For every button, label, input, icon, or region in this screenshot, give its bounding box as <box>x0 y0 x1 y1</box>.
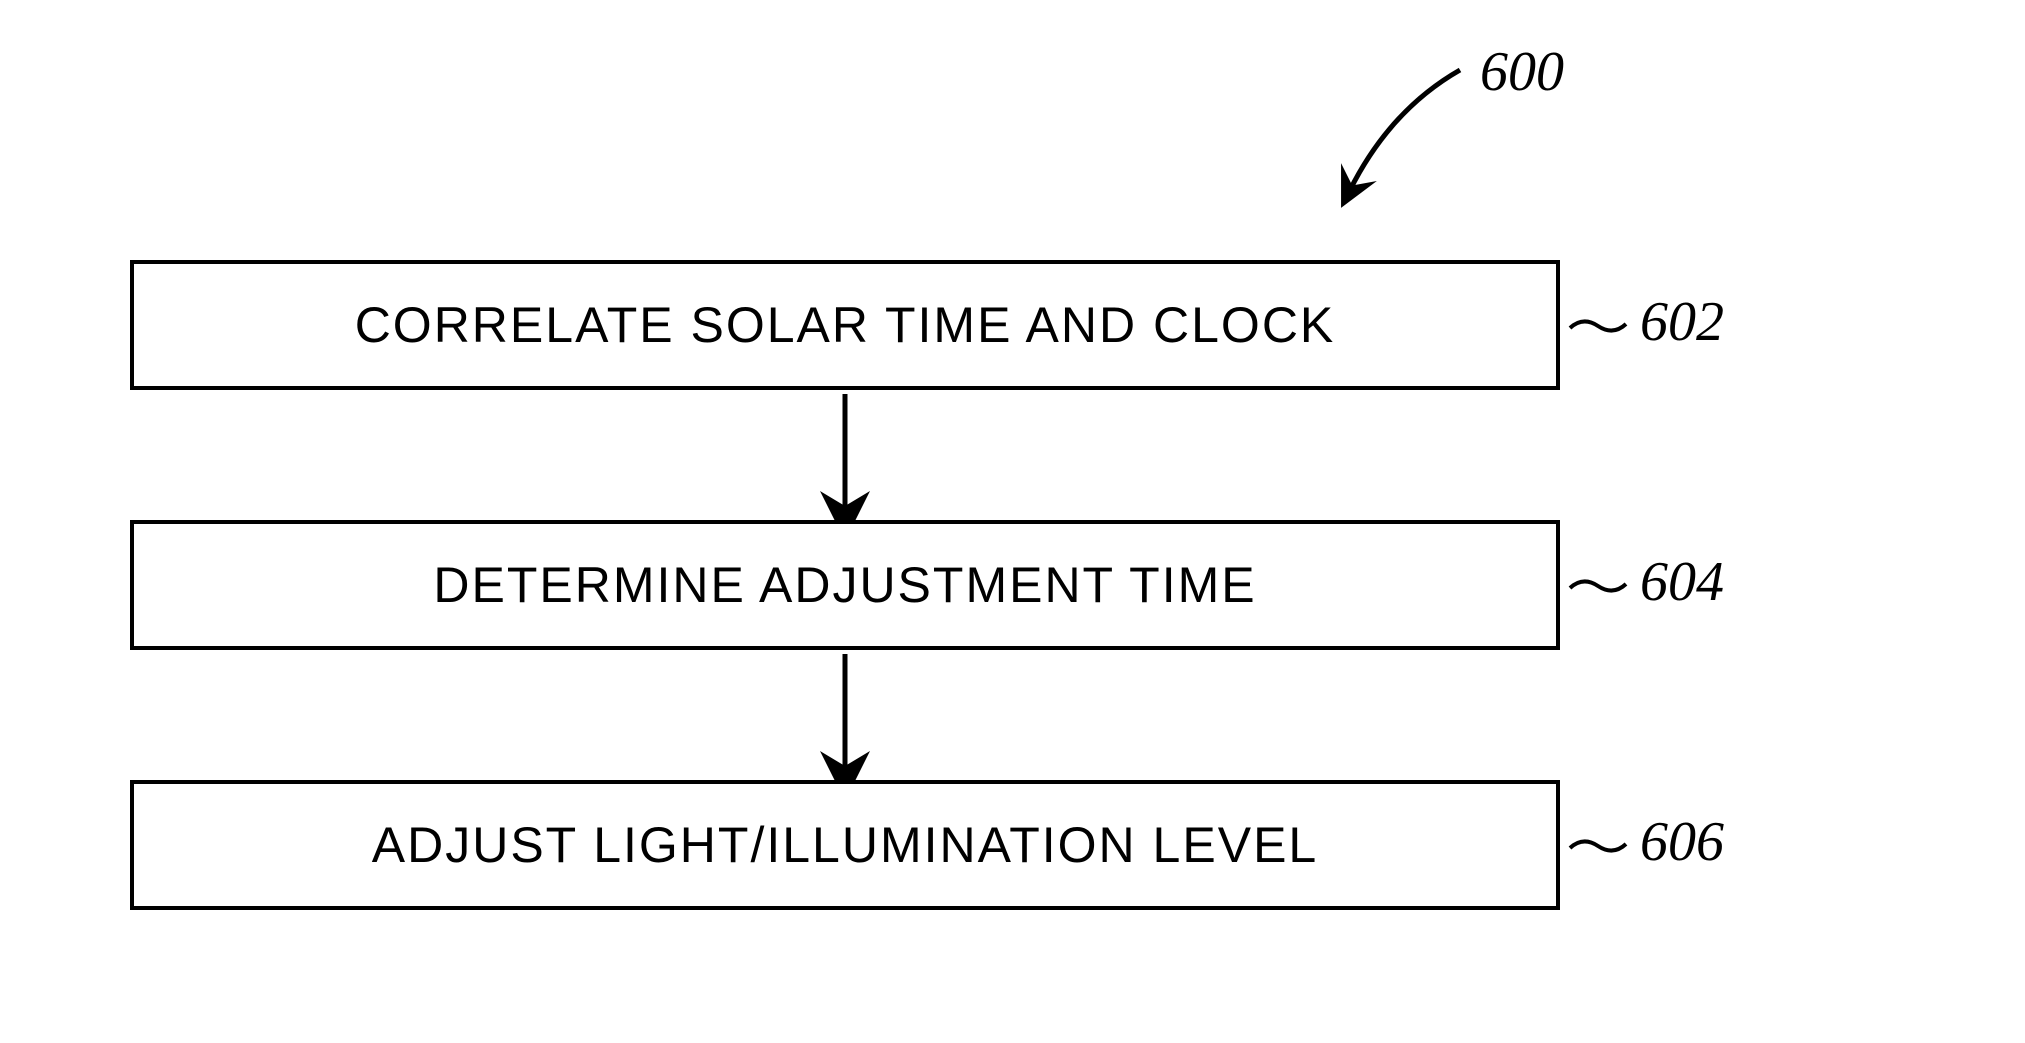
flowchart-canvas: { "flowchart": { "type": "flowchart", "b… <box>0 0 2025 1043</box>
ref-tilde-606 <box>1568 834 1628 858</box>
ref-label-606: 606 <box>1640 810 1724 874</box>
flow-step-label: ADJUST LIGHT/ILLUMINATION LEVEL <box>372 816 1318 874</box>
flow-step-adjust: ADJUST LIGHT/ILLUMINATION LEVEL <box>130 780 1560 910</box>
